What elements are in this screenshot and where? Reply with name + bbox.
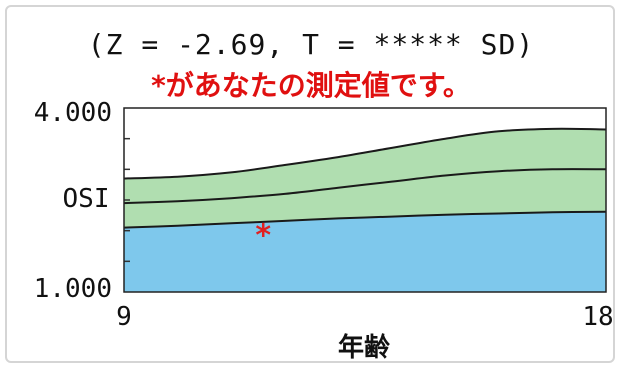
plot-border	[123, 107, 607, 293]
measurement-note: *があなたの測定値です。	[151, 69, 471, 102]
series-line-2	[123, 168, 607, 205]
chart-bands	[124, 128, 606, 292]
x-tick-label-min: 9	[116, 302, 132, 332]
chart-subtitle: (Z = -2.69, T = ***** SD)	[87, 28, 535, 61]
upper-band-area	[124, 128, 606, 228]
y-tick-label-min: 1.000	[34, 274, 112, 304]
x-axis-title: 年齢	[338, 332, 391, 363]
y-axis-ticks	[124, 137, 130, 263]
chart-lines	[123, 127, 607, 229]
measurement-marker: *	[255, 219, 271, 254]
lower-band-area	[124, 211, 606, 292]
y-tick-label-max: 4.000	[34, 98, 112, 128]
series-line-3	[123, 127, 607, 180]
series-line-1	[123, 210, 607, 229]
y-axis-title: OSI	[63, 184, 110, 214]
x-tick-label-max: 18	[582, 302, 613, 332]
